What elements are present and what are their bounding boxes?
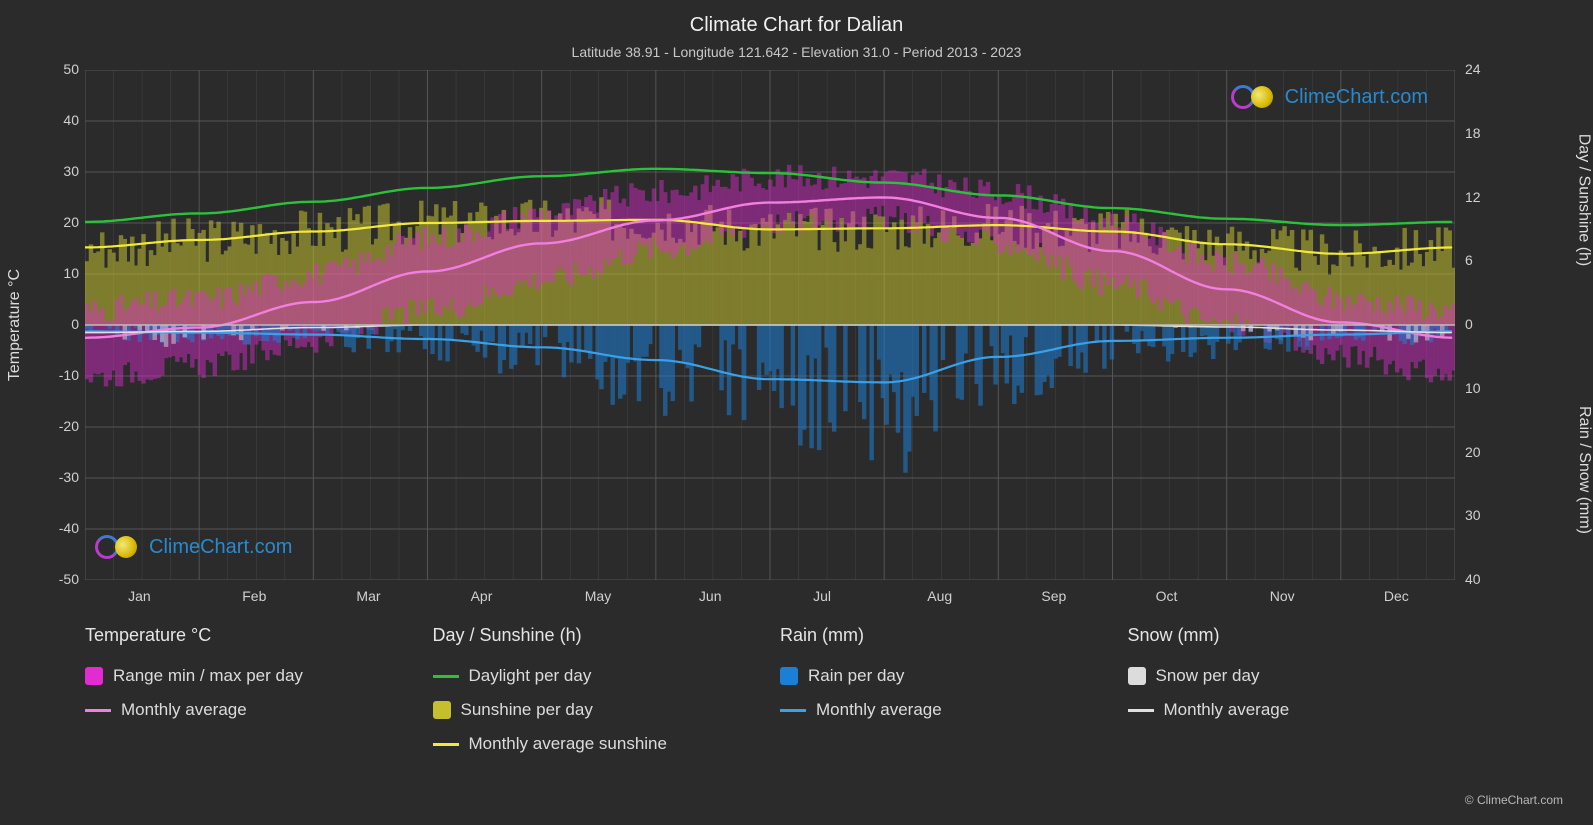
month-tick-label: Jul xyxy=(813,588,831,604)
legend-item: Snow per day xyxy=(1128,666,1456,686)
y-axis-label-right-top: Day / Sunshine (h) xyxy=(1575,134,1593,267)
legend-swatch-line xyxy=(85,709,111,712)
legend-swatch-line xyxy=(780,709,806,712)
chart-title: Climate Chart for Dalian xyxy=(0,14,1593,37)
legend-swatch-line xyxy=(433,743,459,746)
rain-tick-label: 10 xyxy=(1465,380,1481,396)
temp-tick-label: 10 xyxy=(63,265,79,281)
legend-label: Range min / max per day xyxy=(113,666,303,686)
legend-item: Range min / max per day xyxy=(85,666,413,686)
month-tick-label: Jun xyxy=(699,588,722,604)
month-tick-label: May xyxy=(585,588,611,604)
rain-tick-label: 20 xyxy=(1465,444,1481,460)
month-tick-label: Feb xyxy=(242,588,266,604)
month-tick-label: Nov xyxy=(1270,588,1295,604)
legend-item: Daylight per day xyxy=(433,666,761,686)
month-tick-label: Dec xyxy=(1384,588,1409,604)
legend-swatch-box xyxy=(433,701,451,719)
temp-tick-label: 30 xyxy=(63,163,79,179)
legend-swatch-box xyxy=(780,667,798,685)
legend-label: Daylight per day xyxy=(469,666,592,686)
legend-header: Temperature °C xyxy=(85,625,413,646)
climate-chart: Climate Chart for Dalian Latitude 38.91 … xyxy=(0,0,1593,825)
legend-item: Monthly average xyxy=(85,700,413,720)
legend-label: Snow per day xyxy=(1156,666,1260,686)
temp-tick-label: 0 xyxy=(71,316,79,332)
month-tick-label: Sep xyxy=(1041,588,1066,604)
legend-item: Monthly average xyxy=(1128,700,1456,720)
legend-swatch-line xyxy=(1128,709,1154,712)
legend-label: Monthly average sunshine xyxy=(469,734,667,754)
month-tick-label: Apr xyxy=(471,588,493,604)
legend-item: Sunshine per day xyxy=(433,700,761,720)
legend-item: Monthly average sunshine xyxy=(433,734,761,754)
temp-tick-label: -40 xyxy=(59,520,79,536)
legend-group: Snow (mm) Snow per day Monthly average xyxy=(1128,625,1456,754)
legend-header: Rain (mm) xyxy=(780,625,1108,646)
legend-group: Temperature °C Range min / max per day Mon… xyxy=(85,625,413,754)
y-axis-label-right-bottom: Rain / Snow (mm) xyxy=(1575,406,1593,534)
legend-label: Rain per day xyxy=(808,666,904,686)
rain-tick-label: 40 xyxy=(1465,571,1481,587)
legend-label: Sunshine per day xyxy=(461,700,593,720)
legend-swatch-line xyxy=(433,675,459,678)
temp-tick-label: 50 xyxy=(63,61,79,77)
chart-subtitle: Latitude 38.91 - Longitude 121.642 - Ele… xyxy=(0,44,1593,60)
legend-item: Monthly average xyxy=(780,700,1108,720)
month-tick-label: Oct xyxy=(1156,588,1178,604)
month-tick-label: Aug xyxy=(927,588,952,604)
temp-tick-label: -10 xyxy=(59,367,79,383)
plot-svg xyxy=(85,70,1455,580)
y-axis-label-left: Temperature °C xyxy=(6,269,24,381)
legend-label: Monthly average xyxy=(121,700,247,720)
chart-legend: Temperature °C Range min / max per day Mon… xyxy=(85,625,1455,754)
day-tick-label: 6 xyxy=(1465,252,1473,268)
month-tick-label: Mar xyxy=(356,588,380,604)
legend-label: Monthly average xyxy=(1164,700,1290,720)
legend-group: Rain (mm) Rain per day Monthly average xyxy=(780,625,1108,754)
rain-tick-label: 30 xyxy=(1465,507,1481,523)
temp-tick-label: 20 xyxy=(63,214,79,230)
day-tick-label: 12 xyxy=(1465,189,1481,205)
legend-header: Day / Sunshine (h) xyxy=(433,625,761,646)
temp-tick-label: -20 xyxy=(59,418,79,434)
temp-tick-label: -30 xyxy=(59,469,79,485)
day-tick-label: 24 xyxy=(1465,61,1481,77)
legend-item: Rain per day xyxy=(780,666,1108,686)
temp-tick-label: 40 xyxy=(63,112,79,128)
legend-group: Day / Sunshine (h) Daylight per day Sunshi… xyxy=(433,625,761,754)
copyright-text: © ClimeChart.com xyxy=(1465,793,1563,807)
day-tick-label: 18 xyxy=(1465,125,1481,141)
month-tick-label: Jan xyxy=(128,588,151,604)
legend-label: Monthly average xyxy=(816,700,942,720)
legend-swatch-box xyxy=(1128,667,1146,685)
legend-swatch-box xyxy=(85,667,103,685)
legend-header: Snow (mm) xyxy=(1128,625,1456,646)
day-tick-label: 0 xyxy=(1465,316,1473,332)
temp-tick-label: -50 xyxy=(59,571,79,587)
